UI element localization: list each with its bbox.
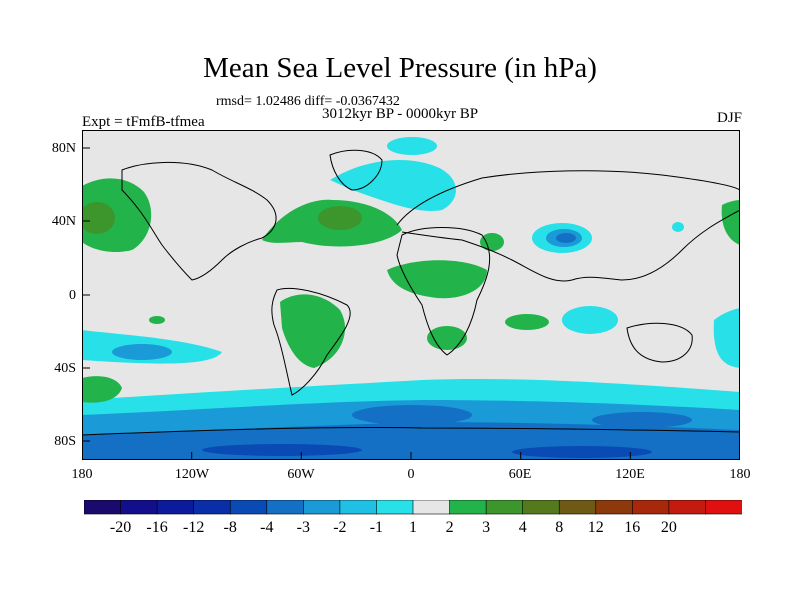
contour-neg1-arctic [387, 137, 437, 155]
x-tick-60w: 60W [287, 467, 315, 482]
contour-pos1-south-pacific [82, 376, 122, 403]
contour-pos1-small-patch [149, 316, 165, 324]
contour-pos2-north-pacific [82, 202, 115, 234]
colorbar-swatch [339, 500, 378, 515]
colorbar-label: 1 [409, 519, 417, 536]
coastline-south-america [271, 287, 351, 396]
y-tick-40n: 40N [51, 214, 76, 229]
colorbar-swatch [595, 500, 634, 515]
contour-pos1-far-east-pacific [721, 200, 740, 245]
y-tick-80s: 80S [54, 434, 76, 449]
contour-pos1-indian-ocean [505, 314, 549, 330]
contour-pos1-middle-east [480, 233, 504, 251]
contour-neg3-south-atlantic [352, 405, 472, 425]
colorbar-swatch [156, 500, 195, 515]
contour-neg3-south-indian [592, 412, 692, 428]
colorbar-swatch [558, 500, 597, 515]
coastline-eurasia [396, 170, 740, 282]
colorbar-label: -3 [296, 519, 310, 536]
x-tick-180e: 180 [729, 467, 751, 482]
colorbar-swatch [668, 500, 707, 515]
colorbar-label: 16 [624, 519, 641, 536]
map-plot [82, 130, 740, 460]
period-label: 3012kyr BP - 0000kyr BP [322, 106, 479, 122]
x-tick-120e: 120E [615, 467, 645, 482]
colorbar-label: 4 [518, 519, 527, 536]
colorbar-label: -2 [333, 519, 347, 536]
x-tick-60e: 60E [508, 467, 532, 482]
colorbar-swatch [266, 500, 305, 515]
contour-pos1-south-africa [427, 326, 467, 350]
stats-label: rmsd= 1.02486 diff= -0.0367432 [216, 94, 400, 109]
x-tick-0: 0 [407, 467, 415, 482]
chart-title: Mean Sea Level Pressure (in hPa) [203, 52, 597, 84]
experiment-label: Expt = tFmfB-tfmea [82, 114, 205, 130]
x-tick-120w: 120W [174, 467, 210, 482]
y-tick-80n: 80N [51, 141, 76, 156]
colorbar-label: -20 [109, 519, 132, 536]
contour-neg4-antarctica [202, 444, 362, 456]
axis-ticks [82, 147, 740, 460]
colorbar-swatch [485, 500, 524, 515]
contour-neg1-north-pacific-small [672, 222, 684, 232]
colorbar-label: -16 [146, 519, 168, 536]
colorbar-swatch [705, 500, 742, 515]
colorbar-swatch [449, 500, 487, 515]
y-tick-40s: 40S [54, 361, 76, 376]
contour-neg2-south-pacific [112, 344, 172, 360]
colorbar-label: 20 [660, 519, 677, 536]
contour-neg1-east-pacific [713, 308, 740, 368]
colorbar [84, 500, 742, 515]
colorbar-swatch [193, 500, 232, 515]
contour-neg3-tibet [556, 233, 576, 243]
coastline-greenland [329, 149, 383, 191]
colorbar-swatch [229, 500, 268, 515]
colorbar-swatch [376, 500, 414, 515]
colorbar-swatch [303, 500, 341, 515]
coastlines [82, 149, 740, 436]
colorbar-label: -8 [223, 519, 237, 536]
season-label: DJF [716, 110, 742, 126]
colorbar-swatch [120, 500, 158, 515]
colorbar-label: -12 [183, 519, 205, 536]
coastline-australia [626, 322, 693, 363]
coastline-north-america [121, 162, 277, 281]
x-tick-180w: 180 [71, 467, 93, 482]
colorbar-label: -1 [369, 519, 384, 536]
colorbar-label: 12 [587, 519, 604, 536]
contour-pos2-north-atlantic [318, 206, 362, 230]
colorbar-swatch [522, 500, 561, 515]
colorbar-label: 2 [445, 519, 454, 536]
colorbar-swatch [84, 500, 122, 515]
coastline-antarctica [82, 426, 740, 436]
colorbar-label: -4 [260, 519, 274, 536]
contour-neg4-east-antarctica [512, 446, 652, 458]
pressure-contours [82, 137, 740, 460]
contour-neg1-indian-ocean [562, 306, 618, 334]
colorbar-swatch [632, 500, 670, 515]
contour-pos1-south-america [280, 294, 345, 368]
coastline-africa [396, 227, 491, 356]
y-tick-0: 0 [69, 288, 76, 303]
colorbar-swatch [412, 500, 451, 515]
contour-neg1-north-atlantic [330, 160, 456, 211]
colorbar-label: 3 [482, 519, 491, 536]
colorbar-label: 8 [555, 519, 564, 536]
